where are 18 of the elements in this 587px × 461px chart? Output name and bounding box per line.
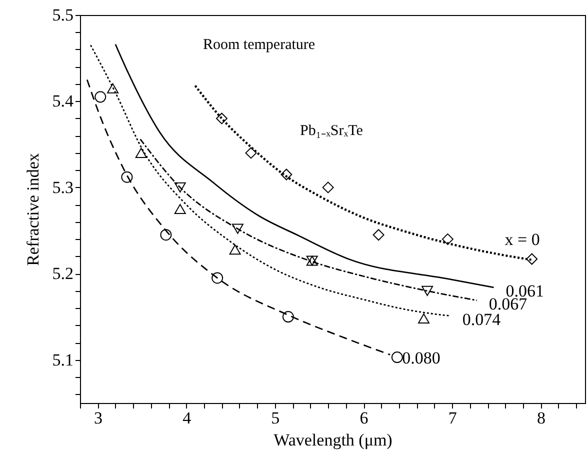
series-label: 0.074 <box>462 310 502 329</box>
x-axis-title: Wavelength (μm) <box>274 430 392 450</box>
y-tick-label: 5.4 <box>52 92 74 111</box>
y-tick-label: 5.3 <box>52 178 74 197</box>
x-tick-label: 8 <box>536 408 546 428</box>
x-tick-label: 5 <box>271 408 280 428</box>
annotation: Pb₁₋ₓSrₓTe <box>300 123 364 139</box>
x-tick-label: 6 <box>360 408 368 428</box>
x-tick-label: 7 <box>448 408 458 428</box>
annotation: Room temperature <box>203 37 316 53</box>
y-tick-label: 5.1 <box>52 350 74 370</box>
y-tick-label: 5.2 <box>52 264 74 284</box>
x-tick-label: 4 <box>182 408 192 428</box>
series-label: 0.080 <box>402 348 440 368</box>
y-tick-label: 5.5 <box>52 6 74 24</box>
series-label: x = 0 <box>504 230 540 249</box>
x-tick-label: 3 <box>94 408 102 428</box>
y-axis-title: Refractive index <box>23 152 42 266</box>
